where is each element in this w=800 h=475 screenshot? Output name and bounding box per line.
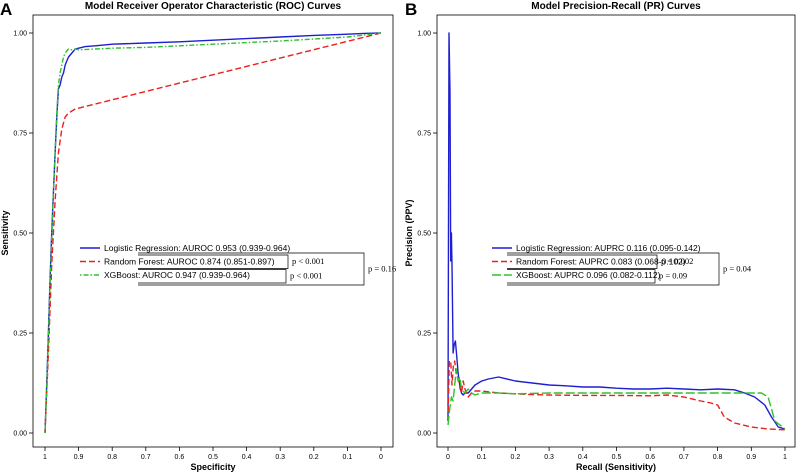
- x-tick-label: 0.7: [679, 454, 689, 461]
- x-tick-label: 0.6: [175, 454, 185, 461]
- panel-b: B Model Precision-Recall (PR) Curves Recal…: [404, 0, 796, 472]
- series-line-xgboost: [447, 368, 786, 430]
- y-tick-label: 1.00: [13, 31, 27, 38]
- pvalue-bracket-outer: [138, 252, 365, 286]
- x-axis-label: Recall (Sensitivity): [576, 462, 656, 472]
- x-tick-label: 0: [379, 454, 383, 461]
- y-tick-label: 1.00: [417, 31, 431, 38]
- pvalue-label: p = 0.09: [659, 270, 687, 280]
- legend: Logistic Regression: AUROC 0.953 (0.939-…: [80, 243, 396, 286]
- y-axis-label: Precision (PPV): [404, 199, 414, 266]
- x-tick-label: 0.2: [511, 454, 521, 461]
- y-tick-label: 0.50: [417, 231, 431, 238]
- x-tick-label: 0.8: [713, 454, 723, 461]
- x-tick-label: 0.8: [107, 454, 117, 461]
- x-tick-label: 0.9: [746, 454, 756, 461]
- legend-entry: Logistic Regression: AUROC 0.953 (0.939-…: [104, 243, 290, 253]
- pvalue-bracket: [507, 254, 658, 269]
- x-tick-label: 0.6: [645, 454, 655, 461]
- series-line-random-forest: [44, 32, 382, 434]
- legend-entry: Logistic Regression: AUPRC 0.116 (0.095-…: [516, 243, 701, 253]
- chart-title: Model Receiver Operator Characteristic (…: [85, 1, 342, 12]
- series-line-random-forest: [447, 360, 786, 431]
- y-tick-label: 0.50: [13, 231, 27, 238]
- plot-frame: [436, 14, 796, 448]
- pvalue-bracket: [138, 269, 287, 284]
- y-tick-label: 0.25: [417, 331, 431, 338]
- y-tick-label: 0.75: [417, 131, 431, 138]
- legend: Logistic Regression: AUPRC 0.116 (0.095-…: [492, 243, 752, 286]
- pvalue-bracket: [138, 254, 289, 269]
- series-line-logistic-regression: [447, 32, 786, 430]
- y-tick-label: 0.00: [13, 431, 27, 438]
- pvalue-label: p < 0.001: [292, 256, 324, 266]
- x-tick-label: 0.3: [544, 454, 554, 461]
- x-tick-label: 1: [783, 454, 787, 461]
- pvalue-label: p = 0.04: [723, 264, 752, 274]
- x-tick-label: 0.9: [74, 454, 84, 461]
- pvalue-label: p = 0.002: [661, 256, 693, 266]
- x-tick-label: 0.7: [141, 454, 151, 461]
- y-tick-label: 0.75: [13, 131, 27, 138]
- x-axis-label: Specificity: [190, 462, 235, 472]
- x-tick-label: 0.1: [343, 454, 353, 461]
- series-line-xgboost: [44, 32, 382, 434]
- panel-a: A Model Receiver Operator Characteristic …: [0, 0, 396, 472]
- y-axis-label: Sensitivity: [0, 210, 10, 255]
- x-tick-label: 0.5: [208, 454, 218, 461]
- y-tick-label: 0.00: [417, 431, 431, 438]
- x-tick-label: 0.4: [242, 454, 252, 461]
- pvalue-label: p = 0.16: [368, 264, 396, 274]
- panel-letter: B: [405, 0, 417, 19]
- x-tick-label: 0.5: [612, 454, 622, 461]
- legend-entry: Random Forest: AUPRC 0.083 (0.068-0.102): [516, 257, 686, 267]
- chart-title: Model Precision-Recall (PR) Curves: [531, 1, 701, 12]
- x-tick-label: 1: [43, 454, 47, 461]
- pvalue-label: p < 0.001: [290, 270, 322, 280]
- x-tick-label: 0.2: [309, 454, 319, 461]
- legend-entry: XGBoost: AUPRC 0.096 (0.082-0.112): [516, 270, 661, 280]
- legend-entry: XGBoost: AUROC 0.947 (0.939-0.964): [104, 270, 250, 280]
- x-tick-label: 0.4: [578, 454, 588, 461]
- plot-frame: [32, 14, 394, 448]
- x-tick-label: 0: [446, 454, 450, 461]
- y-tick-label: 0.25: [13, 331, 27, 338]
- pvalue-bracket: [507, 269, 656, 284]
- x-tick-label: 0.3: [275, 454, 285, 461]
- x-tick-label: 0.1: [477, 454, 487, 461]
- panel-letter: A: [0, 0, 12, 19]
- series-line-logistic-regression: [44, 32, 382, 434]
- pvalue-bracket-outer: [507, 252, 720, 286]
- legend-entry: Random Forest: AUROC 0.874 (0.851-0.897): [104, 257, 275, 267]
